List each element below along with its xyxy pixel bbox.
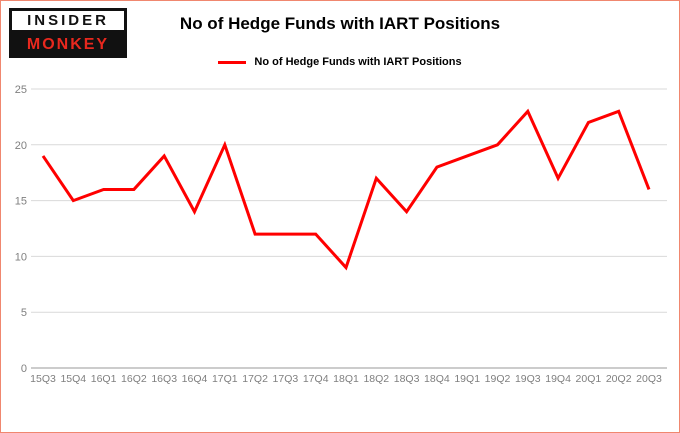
x-tick-label: 18Q1 <box>333 373 359 385</box>
chart-legend: No of Hedge Funds with IART Positions <box>1 56 679 68</box>
x-tick-label: 17Q1 <box>212 373 238 385</box>
x-tick-label: 18Q3 <box>394 373 420 385</box>
x-tick-label: 15Q3 <box>30 373 56 385</box>
chart-title: No of Hedge Funds with IART Positions <box>179 14 501 33</box>
x-tick-label: 16Q3 <box>151 373 177 385</box>
y-tick-label: 10 <box>15 251 27 263</box>
legend-label: No of Hedge Funds with IART Positions <box>254 56 462 68</box>
x-tick-label: 18Q4 <box>424 373 450 385</box>
x-tick-label: 16Q1 <box>91 373 117 385</box>
x-tick-label: 20Q2 <box>606 373 632 385</box>
x-tick-label: 17Q4 <box>303 373 329 385</box>
x-tick-label: 15Q4 <box>60 373 86 385</box>
x-tick-label: 17Q2 <box>242 373 268 385</box>
x-tick-label: 20Q3 <box>636 373 662 385</box>
x-tick-label: 20Q1 <box>576 373 602 385</box>
y-tick-label: 5 <box>21 307 27 319</box>
x-tick-label: 19Q3 <box>515 373 541 385</box>
logo-monkey-text: MONKEY <box>9 33 127 58</box>
x-tick-label: 18Q2 <box>363 373 389 385</box>
x-tick-label: 17Q3 <box>273 373 299 385</box>
y-tick-label: 20 <box>15 140 27 152</box>
data-line-hedge-funds <box>41 108 651 271</box>
x-tick-label: 19Q2 <box>485 373 511 385</box>
y-tick-label: 15 <box>15 196 27 208</box>
x-tick-label: 19Q1 <box>454 373 480 385</box>
x-tick-label: 16Q4 <box>182 373 208 385</box>
y-tick-label: 25 <box>15 84 27 96</box>
insider-monkey-logo: INSIDER MONKEY <box>9 8 127 58</box>
x-tick-label: 19Q4 <box>545 373 571 385</box>
x-tick-label: 16Q2 <box>121 373 147 385</box>
legend-line-swatch <box>218 60 247 64</box>
logo-insider-text: INSIDER <box>9 8 127 33</box>
y-tick-label: 0 <box>21 363 27 375</box>
